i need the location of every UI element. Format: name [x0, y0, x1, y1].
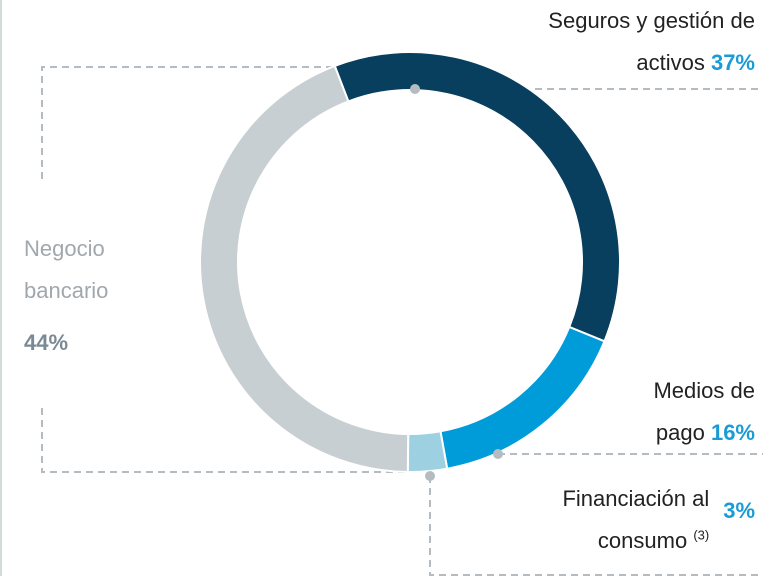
footnote-ref: (3): [693, 527, 710, 543]
segment-label: Negocio bancario 44%: [24, 228, 154, 364]
leader-line: [41, 66, 333, 180]
category-name: Negocio bancario: [24, 236, 109, 303]
leader-dot: [425, 471, 435, 481]
segment-label: Medios de pago 16%: [605, 370, 755, 454]
value-label: 37%: [710, 50, 755, 75]
donut: [199, 51, 621, 473]
segment-label: Financiación al consumo (3) 3%: [509, 478, 755, 562]
value-label: 16%: [710, 420, 755, 445]
leader-line: [429, 476, 763, 576]
category-name: Medios de pago: [653, 378, 755, 445]
leader-dot: [493, 449, 503, 459]
donut-segment: [439, 325, 606, 470]
leader-dot: [410, 84, 420, 94]
value-row: 44%: [24, 322, 154, 364]
category-name: Financiación al consumo: [562, 486, 710, 553]
name-block: Financiación al consumo (3): [509, 478, 709, 562]
donut-segment: [333, 51, 621, 343]
segment-label: Seguros y gestión de activos 37%: [515, 0, 755, 84]
value-label: 44%: [24, 330, 69, 355]
value-label: 3%: [723, 498, 755, 523]
leader-line: [41, 408, 405, 473]
donut-segment: [406, 430, 449, 473]
category-name: Seguros y gestión de activos: [548, 8, 755, 75]
donut-segment: [199, 64, 410, 473]
